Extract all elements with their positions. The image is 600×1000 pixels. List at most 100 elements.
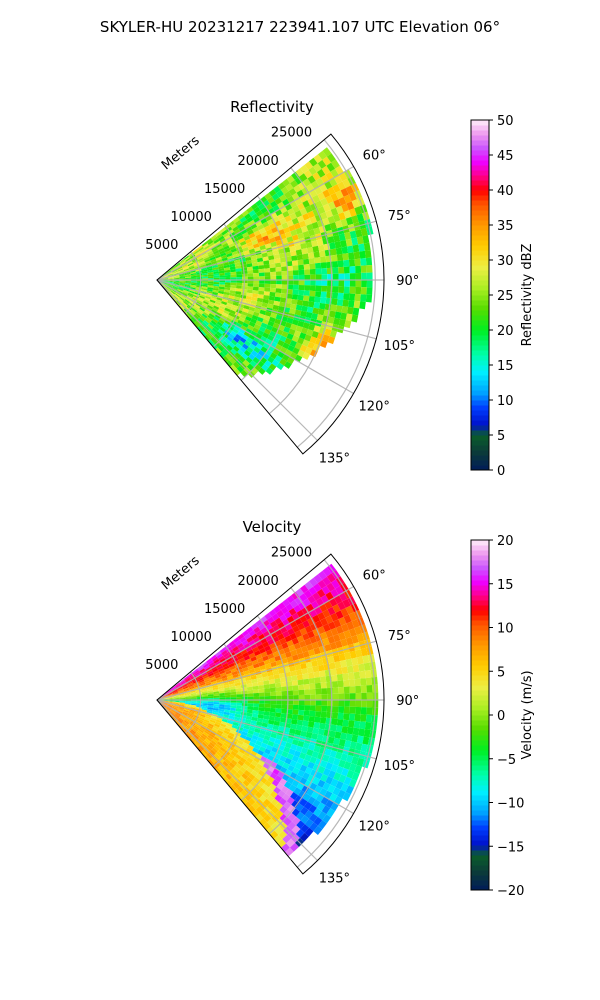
reflectivity-field-cell xyxy=(225,353,232,361)
velocity-field-cell xyxy=(206,736,213,742)
velocity-field-cell xyxy=(257,736,264,743)
reflectivity-field-cell xyxy=(287,275,294,280)
reflectivity-field-cell xyxy=(258,339,266,347)
reflectivity-field-cell xyxy=(173,277,180,279)
reflectivity-field-cell xyxy=(162,278,169,280)
reflectivity-field-cell xyxy=(208,301,215,306)
reflectivity-field-cell xyxy=(207,323,214,330)
velocity-field-cell xyxy=(169,710,175,716)
velocity-field-cell xyxy=(234,663,242,669)
reflectivity-field-cell xyxy=(253,283,260,288)
reflectivity-field-cell xyxy=(295,325,303,333)
velocity-field-cell xyxy=(306,667,314,674)
reflectivity-field-cell xyxy=(228,333,235,340)
velocity-field-cell xyxy=(175,684,182,688)
reflectivity-field-cell xyxy=(270,241,277,248)
reflectivity-field-cell xyxy=(241,288,248,293)
velocity-field-cell xyxy=(259,810,268,819)
reflectivity-field-cell xyxy=(238,225,246,232)
velocity-field-cell xyxy=(348,612,357,622)
velocity-field-cell xyxy=(219,695,226,698)
velocity-field-cell xyxy=(329,730,336,738)
reflectivity-field-cell xyxy=(313,227,321,235)
reflectivity-field-cell xyxy=(173,285,179,288)
velocity-field-cell xyxy=(161,693,167,697)
velocity-field-cell xyxy=(297,769,305,778)
reflectivity-field-cell xyxy=(229,231,236,238)
reflectivity-field-cell xyxy=(230,339,238,346)
velocity-field-cell xyxy=(198,717,205,721)
velocity-field-cell xyxy=(184,691,191,695)
velocity-field-cell xyxy=(248,773,256,781)
velocity-field-cell xyxy=(355,692,362,700)
reflectivity-field-cell xyxy=(221,298,228,303)
reflectivity-field-cell xyxy=(342,299,349,307)
reflectivity-field-cell xyxy=(355,265,362,274)
reflectivity-field-cell xyxy=(189,267,196,271)
reflectivity-field-cell xyxy=(255,320,263,327)
velocity-field-cell xyxy=(245,679,252,685)
velocity-field-cell xyxy=(183,675,190,680)
reflectivity-field-cell xyxy=(245,316,252,322)
reflectivity-field-cell xyxy=(162,275,168,279)
reflectivity-field-cell xyxy=(232,361,240,369)
reflectivity-sector-frame xyxy=(156,133,385,455)
velocity-field-cell xyxy=(245,658,252,664)
reflectivity-field-cell xyxy=(188,252,194,257)
velocity-field-cell xyxy=(189,730,195,736)
velocity-field-cell xyxy=(166,706,172,710)
reflectivity-colorbar-swatch xyxy=(471,350,489,356)
velocity-field-cell xyxy=(230,707,236,712)
reflectivity-field-cell xyxy=(287,280,294,285)
reflectivity-field-cell xyxy=(268,295,275,301)
reflectivity-radial-tick-label: 10000 xyxy=(171,210,212,225)
reflectivity-colorbar-swatch xyxy=(471,275,489,281)
velocity-field-cell xyxy=(209,741,216,748)
velocity-field-cell xyxy=(287,704,294,710)
velocity-field-cell xyxy=(202,694,208,697)
velocity-field-cell xyxy=(235,742,243,749)
velocity-colorbar-tick-label: 10 xyxy=(497,622,514,637)
reflectivity-field-cell xyxy=(294,342,303,350)
reflectivity-field-cell xyxy=(221,230,228,236)
velocity-field-cell xyxy=(292,704,299,710)
reflectivity-field-cell xyxy=(179,278,186,280)
reflectivity-field-cell xyxy=(252,265,259,270)
velocity-field-cell xyxy=(309,636,317,644)
velocity-field-cell xyxy=(275,629,283,637)
reflectivity-field-cell xyxy=(319,302,326,310)
velocity-field-cell xyxy=(321,688,328,695)
velocity-field-cell xyxy=(287,700,294,705)
reflectivity-field-cell xyxy=(224,319,231,326)
reflectivity-field-cell xyxy=(294,244,302,251)
reflectivity-field-cell xyxy=(236,277,243,280)
velocity-field-cell xyxy=(312,592,321,601)
velocity-field-cell xyxy=(312,665,320,673)
velocity-field-cell xyxy=(171,687,177,691)
velocity-field-cell xyxy=(298,684,305,691)
velocity-field-cell xyxy=(317,765,326,774)
velocity-field-cell xyxy=(189,722,195,727)
velocity-field-cell xyxy=(226,755,233,762)
reflectivity-field-cell xyxy=(260,207,268,214)
reflectivity-field-cell xyxy=(176,300,181,306)
velocity-field-cell xyxy=(332,787,341,796)
reflectivity-field-cell xyxy=(181,302,187,308)
reflectivity-field-cell xyxy=(259,227,266,234)
velocity-field-cell xyxy=(300,584,309,594)
reflectivity-field-cell xyxy=(165,287,171,291)
reflectivity-field-cell xyxy=(258,313,265,319)
velocity-field-cell xyxy=(307,617,316,626)
velocity-field-cell xyxy=(204,678,211,683)
reflectivity-field-cell xyxy=(351,237,359,246)
velocity-field-cell xyxy=(241,703,248,707)
reflectivity-field-cell xyxy=(188,291,195,295)
velocity-field-cell xyxy=(260,755,268,763)
velocity-field-cell xyxy=(258,692,265,697)
reflectivity-field-cell xyxy=(228,220,235,227)
velocity-field-cell xyxy=(359,721,366,730)
reflectivity-field-cell xyxy=(355,286,362,295)
velocity-field-cell xyxy=(188,685,195,689)
velocity-field-cell xyxy=(206,686,213,690)
velocity-field-cell xyxy=(214,761,221,768)
